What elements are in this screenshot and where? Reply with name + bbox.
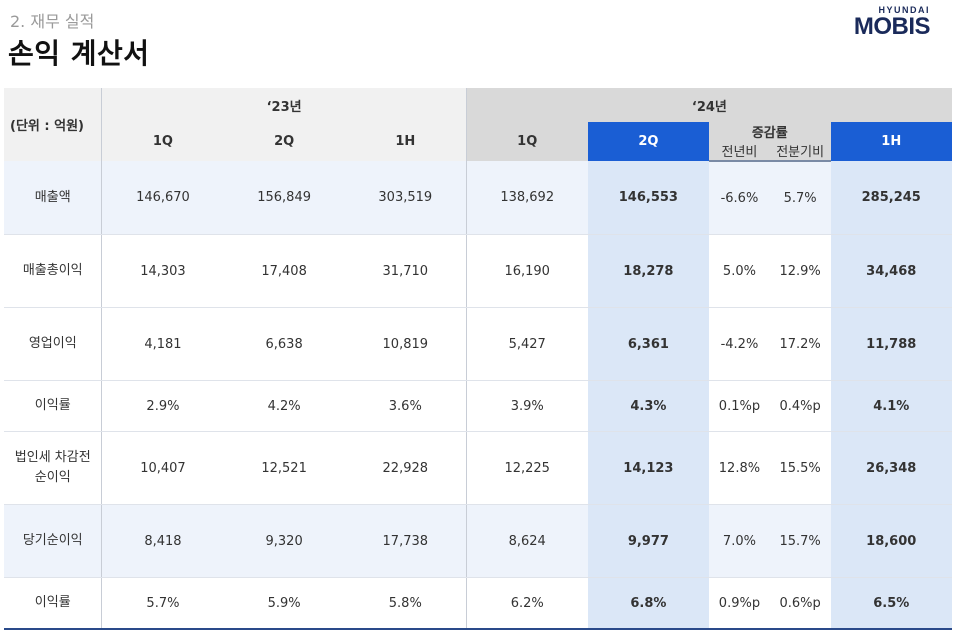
cell-value: 303,519	[344, 161, 467, 235]
company-logo: HYUNDAI MOBIS	[853, 5, 931, 40]
col-header-yoy: 전년비	[709, 141, 770, 162]
row-label: 매출액	[4, 161, 103, 235]
col-header-1q-2024: 1Q	[466, 122, 588, 161]
table-row: 매출총이익 14,303 17,408 31,710 16,190 18,278…	[4, 234, 952, 308]
cell-value: 146,670	[101, 161, 224, 235]
cell-value: 12,521	[223, 431, 345, 505]
group-header-2024: ‘24년	[466, 88, 952, 122]
col-header-1h-2023: 1H	[344, 122, 467, 161]
cell-value: 3.6%	[344, 380, 467, 432]
cell-value: 17.2%	[769, 307, 831, 381]
cell-value: 10,819	[344, 307, 467, 381]
cell-value: 156,849	[223, 161, 345, 235]
cell-value: 0.6%p	[769, 577, 831, 630]
group-header-2023: ‘23년	[101, 88, 467, 122]
table-row: 법인세 차감전 순이익 10,407 12,521 22,928 12,225 …	[4, 431, 952, 505]
cell-value: 5.7%	[769, 161, 831, 235]
cell-value: 4.2%	[223, 380, 345, 432]
cell-value: 5.0%	[709, 234, 770, 308]
cell-value: 5.9%	[223, 577, 345, 630]
cell-value: 14,303	[101, 234, 224, 308]
row-label: 이익률	[4, 380, 103, 432]
cell-value-highlight: 6.8%	[587, 577, 710, 630]
cell-value: 10,407	[101, 431, 224, 505]
cell-value: 4,181	[101, 307, 224, 381]
cell-value: 6,638	[223, 307, 345, 381]
row-label-line1: 법인세 차감전	[14, 450, 91, 465]
row-label: 당기순이익	[4, 504, 103, 578]
cell-value-highlight: 34,468	[830, 234, 952, 308]
cell-value: 12.8%	[709, 431, 770, 505]
cell-value: 3.9%	[466, 380, 588, 432]
table-row: 이익률 2.9% 4.2% 3.6% 3.9% 4.3% 0.1%p 0.4%p…	[4, 380, 952, 432]
row-label: 법인세 차감전 순이익	[4, 431, 103, 505]
row-label-line2: 순이익	[34, 470, 71, 485]
cell-value: 12,225	[466, 431, 588, 505]
cell-value-highlight: 9,977	[587, 504, 710, 578]
cell-value: -6.6%	[709, 161, 770, 235]
col-header-qoq: 전분기비	[769, 141, 831, 162]
cell-value-highlight: 18,600	[830, 504, 952, 578]
table-row: 당기순이익 8,418 9,320 17,738 8,624 9,977 7.0…	[4, 504, 952, 578]
logo-main-text: MOBIS	[853, 13, 931, 40]
section-label: 2. 재무 실적	[10, 12, 95, 31]
cell-value-highlight: 6.5%	[830, 577, 952, 630]
cell-value: 16,190	[466, 234, 588, 308]
cell-value: 15.7%	[769, 504, 831, 578]
cell-value-highlight: 6,361	[587, 307, 710, 381]
cell-value-highlight: 285,245	[830, 161, 952, 235]
row-label: 이익률	[4, 577, 103, 630]
cell-value: 22,928	[344, 431, 467, 505]
col-header-change-rate: 증감률	[709, 122, 831, 141]
cell-value-highlight: 14,123	[587, 431, 710, 505]
cell-value-highlight: 146,553	[587, 161, 710, 235]
table-row: 이익률 5.7% 5.9% 5.8% 6.2% 6.8% 0.9%p 0.6%p…	[4, 577, 952, 630]
cell-value: 8,624	[466, 504, 588, 578]
unit-label: (단위 : 억원)	[4, 88, 103, 161]
col-header-1q-2023: 1Q	[101, 122, 224, 161]
cell-value: 0.1%p	[709, 380, 770, 432]
cell-value: 17,738	[344, 504, 467, 578]
col-header-2q-2023: 2Q	[223, 122, 345, 161]
cell-value: 9,320	[223, 504, 345, 578]
cell-value: 5,427	[466, 307, 588, 381]
page-title: 손익 계산서	[8, 37, 150, 70]
col-header-2q-2024: 2Q	[587, 122, 710, 161]
cell-value-highlight: 18,278	[587, 234, 710, 308]
row-label: 매출총이익	[4, 234, 103, 308]
cell-value: 0.9%p	[709, 577, 770, 630]
income-statement-table: (단위 : 억원) ‘23년 ‘24년 1Q 2Q 1H 1Q 2Q 증감률 1…	[4, 88, 952, 630]
cell-value: 6.2%	[466, 577, 588, 630]
table-row: 영업이익 4,181 6,638 10,819 5,427 6,361 -4.2…	[4, 307, 952, 381]
cell-value-highlight: 4.1%	[830, 380, 952, 432]
cell-value: 17,408	[223, 234, 345, 308]
logo-top-text: HYUNDAI	[878, 5, 930, 15]
cell-value: 15.5%	[769, 431, 831, 505]
cell-value: 7.0%	[709, 504, 770, 578]
cell-value: -4.2%	[709, 307, 770, 381]
table-row: 매출액 146,670 156,849 303,519 138,692 146,…	[4, 161, 952, 235]
row-label: 영업이익	[4, 307, 103, 381]
cell-value: 12.9%	[769, 234, 831, 308]
cell-value: 8,418	[101, 504, 224, 578]
cell-value: 5.7%	[101, 577, 224, 630]
cell-value-highlight: 26,348	[830, 431, 952, 505]
col-header-1h-2024: 1H	[830, 122, 952, 161]
cell-value-highlight: 11,788	[830, 307, 952, 381]
cell-value: 31,710	[344, 234, 467, 308]
cell-value-highlight: 4.3%	[587, 380, 710, 432]
cell-value: 138,692	[466, 161, 588, 235]
cell-value: 5.8%	[344, 577, 467, 630]
cell-value: 2.9%	[101, 380, 224, 432]
cell-value: 0.4%p	[769, 380, 831, 432]
